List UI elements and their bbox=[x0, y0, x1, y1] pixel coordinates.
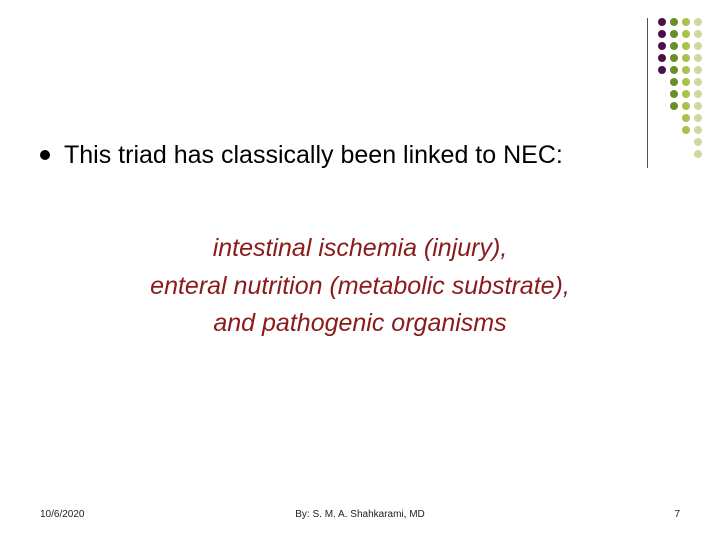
deco-dot-column bbox=[670, 18, 678, 158]
deco-dot-column bbox=[682, 18, 690, 158]
deco-dot bbox=[658, 66, 666, 74]
deco-dot bbox=[658, 30, 666, 38]
deco-dot bbox=[670, 18, 678, 26]
triad-line-3: and pathogenic organisms bbox=[70, 305, 650, 343]
bullet-text: This triad has classically been linked t… bbox=[64, 140, 563, 170]
deco-dot bbox=[682, 18, 690, 26]
footer-author: By: S. M. A. Shahkarami, MD bbox=[295, 509, 424, 520]
deco-dot bbox=[694, 18, 702, 26]
deco-dot-columns bbox=[658, 18, 702, 158]
footer: 10/6/2020 By: S. M. A. Shahkarami, MD 7 bbox=[40, 509, 680, 520]
footer-page: 7 bbox=[674, 509, 680, 520]
deco-dot bbox=[694, 102, 702, 110]
deco-dot bbox=[670, 102, 678, 110]
triad-line-1: intestinal ischemia (injury), bbox=[70, 230, 650, 268]
deco-dot bbox=[670, 66, 678, 74]
deco-dot bbox=[694, 54, 702, 62]
deco-dot bbox=[682, 42, 690, 50]
deco-dot-column bbox=[694, 18, 702, 158]
bullet-item: This triad has classically been linked t… bbox=[40, 140, 680, 170]
deco-dot bbox=[694, 42, 702, 50]
deco-dot bbox=[670, 54, 678, 62]
triad-block: intestinal ischemia (injury), enteral nu… bbox=[40, 230, 680, 343]
footer-date: 10/6/2020 bbox=[40, 509, 85, 520]
deco-dot bbox=[694, 150, 702, 158]
deco-dot bbox=[658, 42, 666, 50]
deco-dot bbox=[670, 90, 678, 98]
deco-dot bbox=[682, 102, 690, 110]
deco-dot bbox=[682, 78, 690, 86]
deco-dot bbox=[682, 114, 690, 122]
deco-dot bbox=[658, 18, 666, 26]
deco-dot bbox=[694, 90, 702, 98]
deco-dot bbox=[658, 54, 666, 62]
deco-dot bbox=[694, 30, 702, 38]
deco-dot bbox=[682, 66, 690, 74]
triad-line-2: enteral nutrition (metabolic substrate), bbox=[70, 268, 650, 306]
deco-dot bbox=[682, 30, 690, 38]
deco-dot bbox=[682, 90, 690, 98]
deco-dot bbox=[682, 126, 690, 134]
deco-dot bbox=[694, 126, 702, 134]
content-area: This triad has classically been linked t… bbox=[40, 140, 680, 343]
deco-dot bbox=[694, 66, 702, 74]
deco-dot bbox=[682, 54, 690, 62]
slide: This triad has classically been linked t… bbox=[0, 0, 720, 540]
deco-dot bbox=[694, 114, 702, 122]
deco-dot bbox=[694, 78, 702, 86]
deco-dot bbox=[670, 42, 678, 50]
deco-dot-column bbox=[658, 18, 666, 158]
bullet-icon bbox=[40, 150, 50, 160]
deco-dot bbox=[694, 138, 702, 146]
deco-dot bbox=[670, 30, 678, 38]
deco-dot bbox=[670, 78, 678, 86]
